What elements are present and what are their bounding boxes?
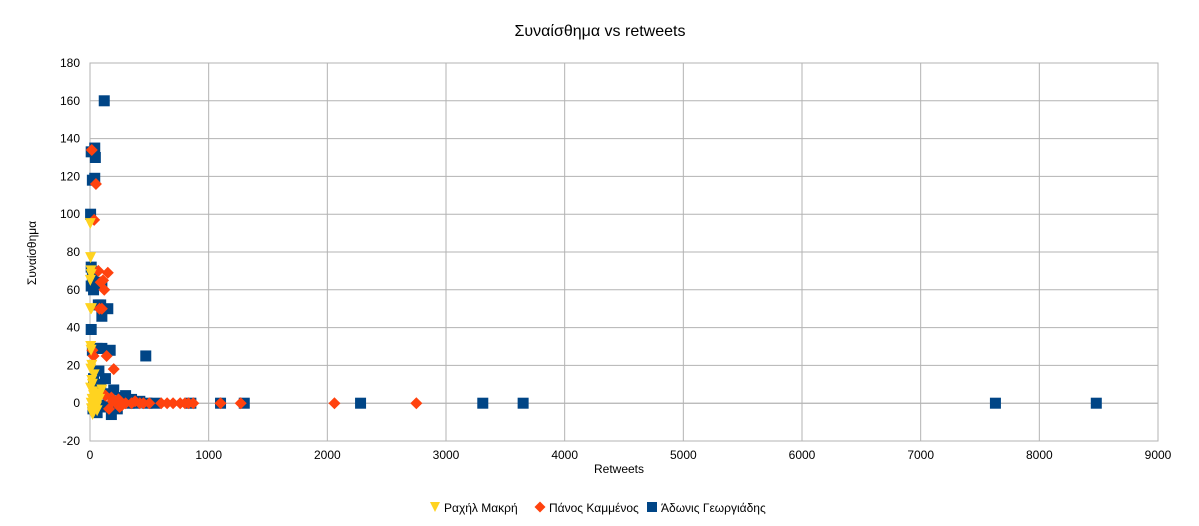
legend-marker [647,502,657,512]
data-point-triangle-down [90,397,102,409]
data-point-diamond [143,397,156,410]
y-tick-label: 20 [67,358,81,372]
data-point-triangle-down [84,274,96,286]
x-axis-ticks: 0 1000 2000 3000 4000 5000 6000 7000 8000 9000 [87,448,1172,462]
data-point-square [140,350,152,362]
data-point-diamond [214,397,227,410]
data-point-diamond [95,302,108,315]
data-point-diamond [106,395,119,408]
y-tick-label: 80 [67,245,81,259]
gridlines [89,62,1159,442]
data-point-triangle-down [87,409,99,421]
legend-label: Άδωνις Γεωργιάδης [661,501,766,515]
x-tick-label: 7000 [907,448,934,462]
data-point-diamond [410,397,423,410]
y-axis-ticks: -20 0 20 40 60 80 100 120 140 160 180 [60,56,80,448]
data-point-diamond [89,177,102,190]
data-point-square [95,399,107,411]
y-tick-label: 100 [60,207,80,221]
x-tick-label: 3000 [433,448,460,462]
data-point-square [517,397,529,409]
legend-marker [430,502,440,512]
y-tick-label: 180 [60,56,80,70]
data-point-square [86,174,98,186]
chart-title: Συναίσθημα vs retweets [515,23,686,40]
data-point-diamond [107,363,120,376]
x-axis-title: Retweets [594,462,644,476]
x-tick-label: 0 [87,448,94,462]
data-point-square [88,284,100,296]
data-point-square [89,152,101,163]
legend-label: Ραχήλ Μακρή [444,501,518,515]
data-point-diamond [116,399,129,412]
data-point-square [96,310,108,322]
legend: Ραχήλ Μακρή Πάνος Καμμένος Άδωνις Γεωργιάδ… [430,501,766,515]
data-point-square [96,342,108,354]
data-point-square [120,390,132,402]
x-tick-label: 2000 [314,448,341,462]
data-point-square [98,95,110,107]
data-point-triangle-down [88,369,100,381]
data-point-triangle-down [85,269,97,281]
data-point-diamond [234,397,247,410]
y-tick-label: 120 [60,169,80,183]
data-points [84,95,1102,421]
y-tick-label: 40 [67,321,81,335]
data-point-diamond [98,283,111,296]
data-point-triangle-down [85,252,97,264]
data-point-square [105,409,117,421]
data-point-square [355,397,367,409]
data-point-triangle-down [84,303,96,315]
data-point-square [477,397,489,409]
y-axis-title: Συναίσθημα [25,221,39,285]
x-tick-label: 4000 [551,448,578,462]
data-point-diamond [92,264,105,277]
y-tick-label: 0 [73,396,80,410]
legend-marker [534,501,546,513]
x-tick-label: 8000 [1026,448,1053,462]
data-point-triangle-down [86,359,98,371]
data-point-diamond [187,397,200,410]
y-tick-label: 140 [60,132,80,146]
legend-label: Πάνος Καμμένος [549,501,639,515]
data-point-square [99,373,111,385]
x-tick-label: 1000 [195,448,222,462]
data-point-diamond [328,397,341,410]
data-point-square [85,208,97,220]
data-point-square [989,397,1001,409]
data-point-square [1090,397,1102,409]
data-point-diamond [101,266,114,279]
plot-frame [89,62,1159,442]
plot-area [89,62,1159,442]
data-point-square [93,365,105,377]
x-tick-label: 9000 [1145,448,1172,462]
data-point-square [85,323,97,335]
y-tick-label: 60 [67,283,81,297]
x-tick-label: 6000 [789,448,816,462]
data-point-triangle-down [96,384,108,396]
data-point-diamond [100,349,113,362]
data-point-triangle-down [85,344,97,356]
data-point-diamond [85,143,98,156]
data-point-triangle-down [84,218,96,230]
data-point-square [104,344,116,356]
data-point-diamond [97,274,110,287]
y-tick-label: -20 [63,434,81,448]
y-tick-label: 160 [60,94,80,108]
data-point-diamond [167,397,180,410]
x-tick-label: 5000 [670,448,697,462]
